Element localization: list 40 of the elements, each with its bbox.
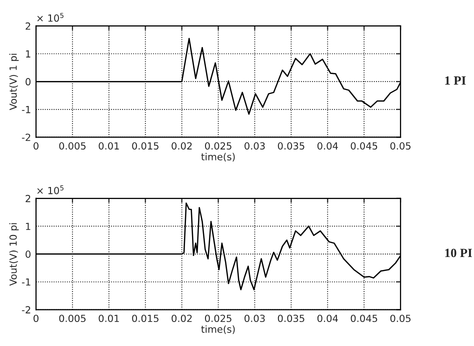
x-tick-label: 0.01 [98,142,119,150]
x-tick-label: 0.035 [278,142,304,150]
x-tick-label: 0.05 [390,142,411,150]
text: 10 PI [445,248,472,258]
x-tick-label: 0.02 [172,314,192,322]
x-tick-label: 0.005 [59,142,86,150]
text: × 10$^{5}$ [37,185,64,194]
x-tick-label: 0.025 [205,142,232,150]
y-axis-title: Vout(V) 1 pi [9,54,19,110]
text: × 10$^{5}$ [37,12,64,22]
x-tick-label: 0.025 [205,314,232,322]
y-tick-label: -1 [22,106,30,114]
y-tick-label: -1 [22,278,30,286]
y-tick-label: 2 [26,22,30,30]
y-tick-label: -2 [22,306,30,314]
x-tick-label: 0.04 [317,142,338,150]
x-tick-label: 0.045 [350,314,378,322]
y-tick-label: 1 [26,50,30,58]
y-tick-label: 2 [26,194,30,202]
x-tick-label: 0.02 [172,142,192,150]
x-axis-title: time(s) [201,325,235,334]
x-tick-label: 0.005 [59,314,86,322]
x-tick-label: 0.045 [350,142,378,150]
x-tick-label: 0.015 [132,142,158,150]
x-tick-label: 0.05 [390,314,411,322]
x-axis-title: time(s) [201,152,235,162]
y-axis-title: Vout(V) 10 pi [9,223,19,286]
x-tick-label: 0.03 [244,142,265,150]
x-tick-label: 0 [34,314,38,322]
y-tick-label: 0 [26,250,31,258]
y-tick-label: 1 [26,222,30,230]
x-tick-label: 0.015 [132,314,158,322]
text: 1 PI [445,76,466,85]
x-tick-label: 0.04 [317,314,338,322]
x-tick-label: 0 [34,142,38,150]
x-tick-label: 0.01 [98,314,119,322]
x-tick-label: 0.035 [278,314,304,322]
x-tick-label: 0.03 [244,314,265,322]
y-tick-label: -2 [22,134,30,141]
y-tick-label: 0 [26,78,31,86]
